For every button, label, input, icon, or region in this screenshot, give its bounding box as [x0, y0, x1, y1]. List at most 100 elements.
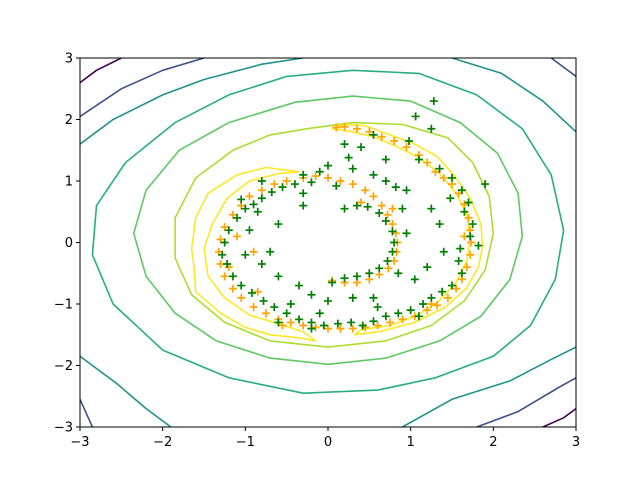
contour-level-1-path-1 — [542, 407, 576, 427]
scatter-point-series-0-27 — [373, 321, 382, 330]
scatter-point-series-1-9 — [315, 167, 324, 176]
scatter-point-series-0-14 — [464, 213, 473, 222]
scatter-point-series-1-37 — [358, 321, 367, 330]
scatter-point-series-1-20 — [457, 186, 466, 195]
scatter-point-series-1-97 — [348, 164, 357, 173]
scatter-point-series-1-16 — [402, 186, 411, 195]
x-tick-label: 0 — [324, 435, 332, 450]
scatter-point-series-1-52 — [224, 226, 233, 235]
scatter-point-series-0-5 — [390, 137, 399, 146]
scatter-point-series-1-62 — [253, 207, 262, 216]
scatter-point-series-0-59 — [383, 210, 392, 219]
scatter-point-series-0-22 — [433, 301, 442, 310]
scatter-point-series-0-65 — [384, 264, 393, 273]
scatter-point-series-0-49 — [270, 180, 279, 189]
scatter-point-series-1-45 — [259, 296, 268, 305]
scatter-point-series-1-73 — [375, 264, 384, 273]
scatter-point-series-1-106 — [398, 204, 407, 213]
scatter-point-series-0-13 — [460, 200, 469, 209]
scatter-point-series-1-50 — [218, 250, 227, 259]
scatter-point-series-1-57 — [267, 188, 276, 197]
scatter-point-series-1-104 — [241, 250, 250, 259]
scatter-point-series-1-23 — [460, 207, 469, 216]
contour-level-2-path-3 — [476, 377, 576, 427]
y-tick-label: 3 — [65, 52, 73, 67]
scatter-point-series-1-5 — [357, 143, 366, 152]
scatter-point-series-1-6 — [381, 155, 390, 164]
x-tick-label: 2 — [489, 435, 497, 450]
scatter-point-series-1-15 — [391, 183, 400, 192]
scatter-point-series-1-69 — [328, 278, 337, 287]
scatter-point-series-0-20 — [452, 284, 461, 293]
scatter-point-series-0-2 — [352, 124, 361, 133]
scatter-point-series-1-77 — [388, 227, 397, 236]
scatter-point-series-0-31 — [324, 324, 332, 333]
scatter-point-series-1-1 — [411, 112, 420, 121]
scatter-point-series-0-48 — [257, 186, 266, 195]
scatter-point-series-0-75 — [357, 198, 366, 207]
scatter-point-series-1-7 — [344, 153, 353, 162]
x-tick-label: −3 — [70, 435, 89, 450]
scatter-point-series-1-78 — [381, 216, 390, 225]
scatter-point-series-0-57 — [369, 192, 378, 201]
x-tick-label: −1 — [236, 435, 255, 450]
contour-level-2-path-0 — [80, 58, 205, 118]
contour-level-7-path-1 — [331, 123, 484, 336]
scatter-point-series-1-25 — [466, 232, 475, 241]
scatter-point-series-1-21 — [464, 198, 473, 207]
scatter-point-series-1-95 — [257, 177, 266, 185]
scatter-point-series-0-38 — [237, 293, 246, 302]
y-tick-label: 1 — [65, 175, 73, 190]
scatter-point-series-1-48 — [228, 272, 237, 281]
scatter-points — [214, 97, 490, 333]
scatter-point-series-1-24 — [468, 220, 477, 229]
scatter-point-series-1-14 — [381, 177, 390, 185]
scatter-point-series-0-4 — [377, 132, 386, 141]
scatter-point-series-1-96 — [340, 140, 349, 149]
scatter-point-series-1-67 — [307, 290, 316, 299]
scatter-point-series-1-43 — [282, 309, 291, 318]
scatter-point-series-1-55 — [249, 200, 258, 209]
scatter-point-series-1-81 — [352, 201, 361, 210]
scatter-point-series-0-33 — [299, 321, 308, 330]
scatter-point-series-0-29 — [348, 324, 357, 333]
scatter-point-series-1-103 — [274, 318, 283, 327]
scatter-point-series-1-90 — [348, 293, 357, 302]
scatter-point-series-1-22 — [481, 180, 490, 189]
scatter-point-series-1-42 — [295, 315, 304, 324]
scatter-point-series-1-51 — [220, 238, 229, 247]
scatter-point-series-1-63 — [245, 226, 254, 235]
scatter-point-series-1-19 — [448, 173, 456, 182]
contour-lines — [80, 58, 576, 427]
x-tick-label: −2 — [153, 435, 172, 450]
scatter-point-series-0-77 — [388, 204, 397, 213]
scatter-point-series-0-54 — [336, 177, 345, 185]
scatter-point-series-0-37 — [249, 303, 258, 312]
scatter-point-series-0-23 — [423, 306, 432, 315]
scatter-point-series-1-34 — [394, 309, 403, 318]
scatter-point-series-1-70 — [340, 274, 349, 283]
scatter-point-series-0-30 — [336, 324, 345, 333]
scatter-point-series-1-61 — [274, 220, 283, 229]
scatter-point-series-0-60 — [388, 220, 397, 229]
scatter-point-series-1-93 — [257, 260, 266, 269]
scatter-point-series-1-26 — [456, 244, 465, 253]
scatter-point-series-1-71 — [352, 272, 361, 281]
scatter-point-series-1-100 — [414, 312, 423, 321]
scatter-point-series-1-89 — [369, 293, 378, 302]
scatter-point-series-1-10 — [299, 170, 308, 179]
scatter-point-series-0-73 — [233, 232, 242, 241]
scatter-point-series-1-53 — [233, 213, 242, 222]
scatter-point-series-1-29 — [448, 281, 456, 290]
scatter-point-series-1-68 — [315, 309, 324, 318]
scatter-point-series-0-74 — [253, 287, 262, 296]
scatter-point-series-0-10 — [439, 173, 448, 182]
scatter-point-series-1-92 — [286, 300, 295, 308]
scatter-point-series-0-32 — [311, 323, 320, 332]
scatter-point-series-1-99 — [474, 241, 483, 250]
contour-level-3-path-3 — [402, 346, 576, 427]
scatter-point-series-0-44 — [220, 223, 229, 232]
scatter-point-series-1-85 — [423, 263, 432, 272]
scatter-point-series-0-21 — [443, 293, 452, 302]
